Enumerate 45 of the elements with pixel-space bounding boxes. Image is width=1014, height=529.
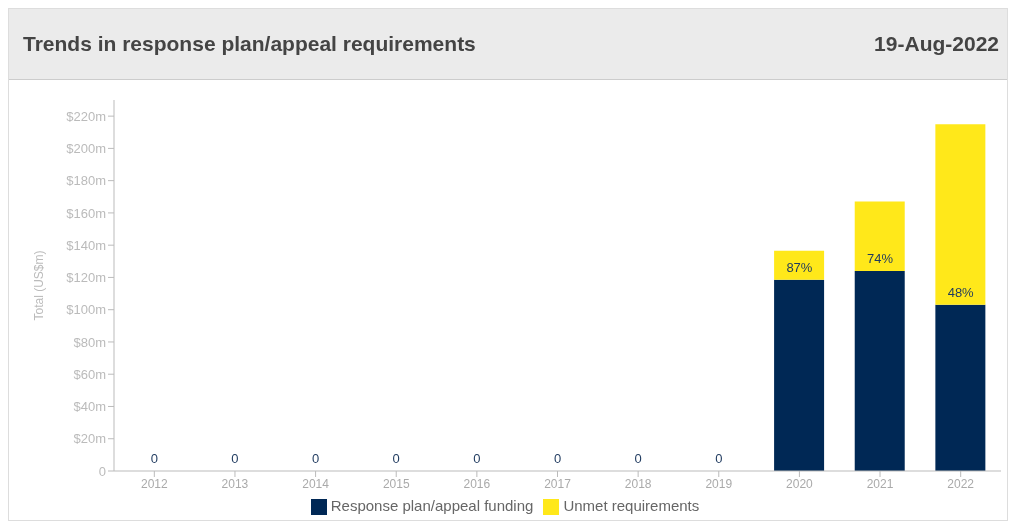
y-tick-label: $100m bbox=[66, 302, 106, 318]
x-tick-label: 2015 bbox=[382, 476, 410, 491]
y-tick-label: $220m bbox=[66, 108, 106, 124]
y-tick-label: $20m bbox=[73, 431, 106, 447]
x-tick-label: 2012 bbox=[140, 476, 168, 491]
data-label: 0 bbox=[473, 451, 481, 466]
chart-subtitle: 19-Aug-2022 bbox=[874, 32, 999, 56]
data-label: 0 bbox=[311, 451, 320, 466]
x-tick-label: 2019 bbox=[705, 476, 733, 491]
x-tick-label: 2013 bbox=[221, 476, 249, 491]
y-tick-label: 0 bbox=[98, 463, 106, 479]
legend-label: Response plan/appeal funding bbox=[330, 497, 534, 514]
y-tick-label: $120m bbox=[66, 270, 106, 286]
data-label: 0 bbox=[392, 451, 400, 466]
legend-label: Unmet requirements bbox=[563, 497, 700, 514]
y-tick-label: $200m bbox=[66, 141, 106, 157]
y-tick-label: $60m bbox=[73, 366, 106, 382]
x-tick-label: 2021 bbox=[866, 476, 894, 491]
annotation: 87% bbox=[786, 259, 813, 275]
annotation: 48% bbox=[947, 284, 975, 300]
bar bbox=[774, 250, 825, 280]
x-tick-label: 2018 bbox=[624, 476, 652, 491]
x-tick-label: 2016 bbox=[463, 476, 491, 491]
data-label: 0 bbox=[634, 451, 642, 466]
x-tick-label: 2022 bbox=[947, 476, 975, 491]
bar bbox=[935, 124, 986, 305]
x-tick-label: 2017 bbox=[544, 476, 572, 491]
x-tick-label: 2014 bbox=[302, 476, 330, 491]
bar bbox=[854, 270, 905, 471]
bar bbox=[854, 201, 905, 271]
y-tick-label: $140m bbox=[66, 237, 106, 253]
data-label: 0 bbox=[231, 451, 239, 466]
y-tick-label: $40m bbox=[73, 399, 106, 415]
y-tick-label: $180m bbox=[66, 173, 106, 189]
x-tick-label: 2020 bbox=[786, 476, 814, 491]
data-label: 0 bbox=[553, 451, 562, 466]
annotation: 74% bbox=[867, 250, 894, 266]
y-tick-label: $160m bbox=[66, 205, 106, 221]
bar bbox=[774, 279, 825, 471]
data-label: 0 bbox=[715, 451, 723, 466]
data-label: 0 bbox=[150, 451, 158, 466]
chart-title: Trends in response plan/appeal requirements bbox=[23, 32, 476, 56]
y-tick-label: $80m bbox=[73, 334, 106, 350]
bar bbox=[935, 304, 986, 471]
y-axis-title: Total (US$m) bbox=[32, 250, 47, 321]
